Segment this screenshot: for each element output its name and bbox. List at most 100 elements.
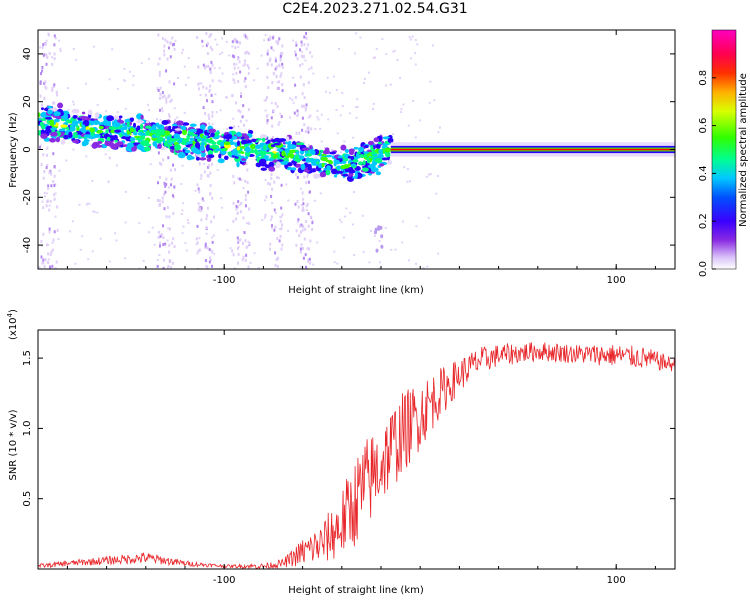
noise-column-speckle: [245, 50, 248, 54]
noise-column-speckle: [204, 259, 207, 263]
noise-column-speckle: [43, 265, 46, 268]
noise-speckle: [411, 35, 414, 38]
noise-speckle: [333, 250, 336, 253]
noise-speckle: [381, 38, 384, 40]
noise-column-speckle: [50, 172, 53, 176]
noise-column-speckle: [307, 180, 310, 184]
ridge-hotspot: [305, 157, 311, 163]
ridge-blob: [342, 173, 349, 177]
noise-column-speckle: [52, 238, 55, 242]
ridge-blob: [126, 121, 130, 128]
ridge-blob: [310, 168, 316, 173]
noise-column-speckle: [296, 57, 299, 61]
ridge-hotspot: [229, 141, 235, 145]
noise-column-speckle: [302, 141, 305, 145]
noise-column-speckle: [244, 198, 247, 202]
noise-column-speckle: [273, 228, 276, 232]
noise-column-speckle: [270, 176, 273, 180]
noise-speckle: [200, 82, 203, 85]
noise-column-speckle: [195, 237, 198, 241]
ridge-hotspot: [154, 132, 162, 137]
noise-column-speckle: [309, 114, 312, 118]
noise-speckle: [317, 118, 320, 121]
ridge-blob: [225, 139, 230, 142]
noise-column-speckle: [247, 265, 250, 269]
noise-column-speckle: [280, 72, 283, 76]
noise-column-speckle: [163, 94, 166, 98]
ridge-blob: [237, 140, 240, 147]
noise-column-speckle: [239, 210, 242, 214]
snr-y-scale-label: (x104): [6, 309, 19, 340]
ridge-blob: [379, 163, 385, 167]
noise-column-speckle: [168, 80, 171, 84]
noise-column-speckle: [281, 51, 284, 55]
ridge-blob: [326, 165, 331, 171]
noise-column-speckle: [51, 62, 54, 66]
noise-column-speckle: [167, 156, 170, 160]
noise-speckle: [85, 155, 88, 158]
ridge-blob: [44, 129, 52, 134]
noise-column-speckle: [206, 246, 209, 250]
ridge-blob: [296, 142, 302, 146]
noise-column-speckle: [270, 116, 273, 120]
noise-speckle: [359, 36, 362, 39]
noise-column-speckle: [266, 52, 269, 56]
noise-column-speckle: [158, 57, 161, 61]
noise-speckle: [242, 187, 245, 190]
ridge-blob: [252, 139, 257, 143]
noise-column-speckle: [165, 177, 168, 181]
noise-speckle: [203, 163, 206, 166]
noise-speckle: [79, 248, 82, 251]
ridge-blob: [260, 167, 267, 171]
noise-speckle: [221, 72, 224, 75]
ridge-blob: [348, 148, 355, 153]
noise-speckle: [295, 173, 297, 176]
noise-column-speckle: [237, 138, 240, 141]
ridge-blob: [199, 157, 207, 161]
noise-speckle: [278, 177, 280, 180]
noise-column-speckle: [302, 206, 305, 210]
ridge-hotspot: [157, 136, 164, 142]
noise-speckle: [237, 177, 239, 180]
noise-column-speckle: [52, 152, 55, 156]
noise-speckle: [199, 94, 202, 96]
ridge-hotspot: [341, 160, 347, 164]
ridge-blob: [87, 109, 93, 116]
noise-speckle: [419, 119, 422, 122]
noise-column-speckle: [48, 52, 51, 55]
ridge-blob: [114, 129, 121, 133]
noise-column-speckle: [231, 94, 234, 98]
noise-column-speckle: [168, 46, 170, 50]
noise-column-speckle: [169, 55, 172, 59]
ridge-blob: [291, 167, 297, 171]
noise-column-speckle: [42, 206, 45, 210]
snr-y-label: SNR (10 * v/v): [8, 409, 19, 480]
noise-column-speckle: [159, 234, 162, 238]
noise-speckle: [54, 37, 57, 40]
ridge-blob: [63, 134, 69, 140]
ridge-hotspot: [370, 151, 377, 155]
noise-column-speckle: [244, 77, 247, 81]
ridge-blob: [186, 141, 193, 145]
colorbar-tick-label: 0.8: [698, 70, 709, 86]
noise-column-speckle: [307, 145, 310, 149]
ridge-blob: [231, 135, 238, 140]
ridge-blob: [367, 140, 375, 146]
noise-speckle: [355, 32, 358, 35]
spectrogram-x-label: Height of straight line (km): [288, 285, 424, 296]
noise-speckle: [124, 79, 126, 82]
noise-column-speckle: [247, 108, 250, 112]
ridge-blob: [273, 142, 281, 146]
noise-column-speckle: [172, 261, 174, 265]
noise-column-speckle: [311, 227, 314, 231]
noise-speckle: [378, 240, 381, 242]
noise-column-speckle: [157, 151, 160, 155]
noise-column-speckle: [168, 94, 171, 98]
noise-column-speckle: [307, 190, 310, 194]
noise-speckle: [263, 39, 266, 42]
noise-speckle: [65, 159, 68, 162]
noise-column-speckle: [240, 201, 243, 205]
ridge-blob: [279, 139, 284, 142]
noise-speckle: [425, 175, 428, 178]
ridge-blob: [98, 125, 104, 130]
